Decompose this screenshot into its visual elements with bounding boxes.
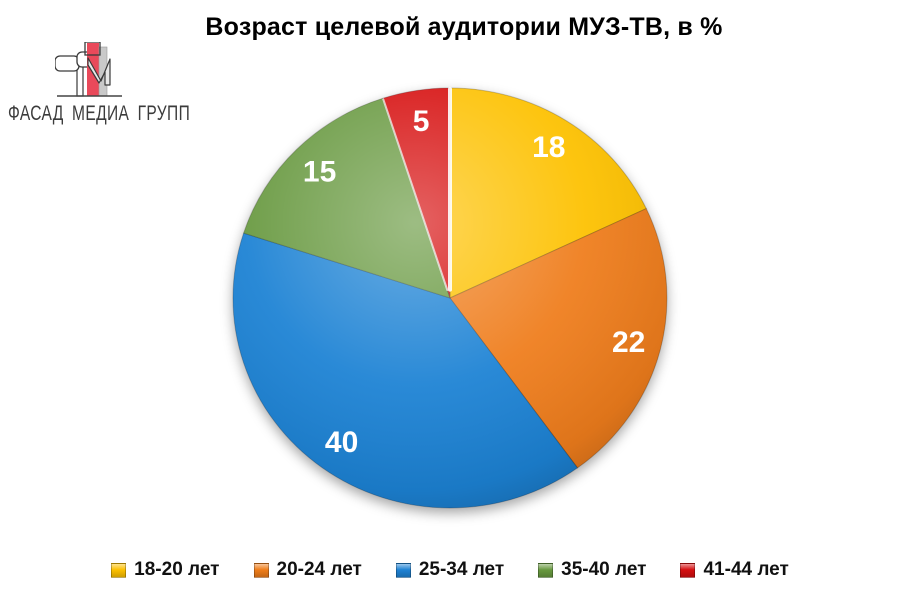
- legend-label: 25-34 лет: [418, 559, 505, 580]
- legend-label: 18-20 лет: [134, 559, 220, 580]
- slice-label: 5: [413, 105, 430, 138]
- legend-item-3: 35-40 лет: [538, 559, 646, 581]
- pie-labels-group: 18 22 40 15 5: [303, 105, 645, 459]
- legend-item-1: 20-24 лет: [253, 559, 362, 581]
- legend-item-4: 41-44 лет: [680, 559, 789, 581]
- slice-label: 40: [325, 426, 358, 459]
- legend-swatch: [395, 562, 411, 578]
- legend-item-0: 18-20 лет: [111, 559, 220, 581]
- logo-text: ФАСАД МЕДИА ГРУПП: [8, 102, 191, 125]
- legend-swatch: [538, 562, 554, 578]
- legend-label: 35-40 лет: [561, 559, 647, 580]
- company-logo: ФАСАД МЕДИА ГРУПП: [8, 40, 190, 135]
- legend-label: 20-24 лет: [276, 559, 362, 580]
- pie-separators-group: [382, 87, 452, 292]
- slice-label: 18: [532, 131, 565, 164]
- pie-chart: 18 22 40 15 5: [232, 87, 668, 509]
- slice-label: 22: [612, 326, 645, 359]
- chart-legend: 18-20 лет 20-24 лет 25-34 лет 35-40 лет 41-4…: [0, 554, 900, 586]
- legend-label: 41-44 лет: [703, 559, 789, 580]
- legend-item-2: 25-34 лет: [395, 559, 505, 581]
- legend-swatch: [253, 562, 269, 578]
- slice-separator-highlight: [382, 98, 449, 291]
- legend-swatch: [111, 562, 127, 578]
- fasad-media-group-logo-icon: [55, 42, 122, 97]
- chart-title: Возраст целевой аудитории МУЗ-ТВ, в %: [205, 13, 723, 41]
- legend-swatch: [680, 562, 696, 578]
- slice-label: 15: [303, 155, 336, 188]
